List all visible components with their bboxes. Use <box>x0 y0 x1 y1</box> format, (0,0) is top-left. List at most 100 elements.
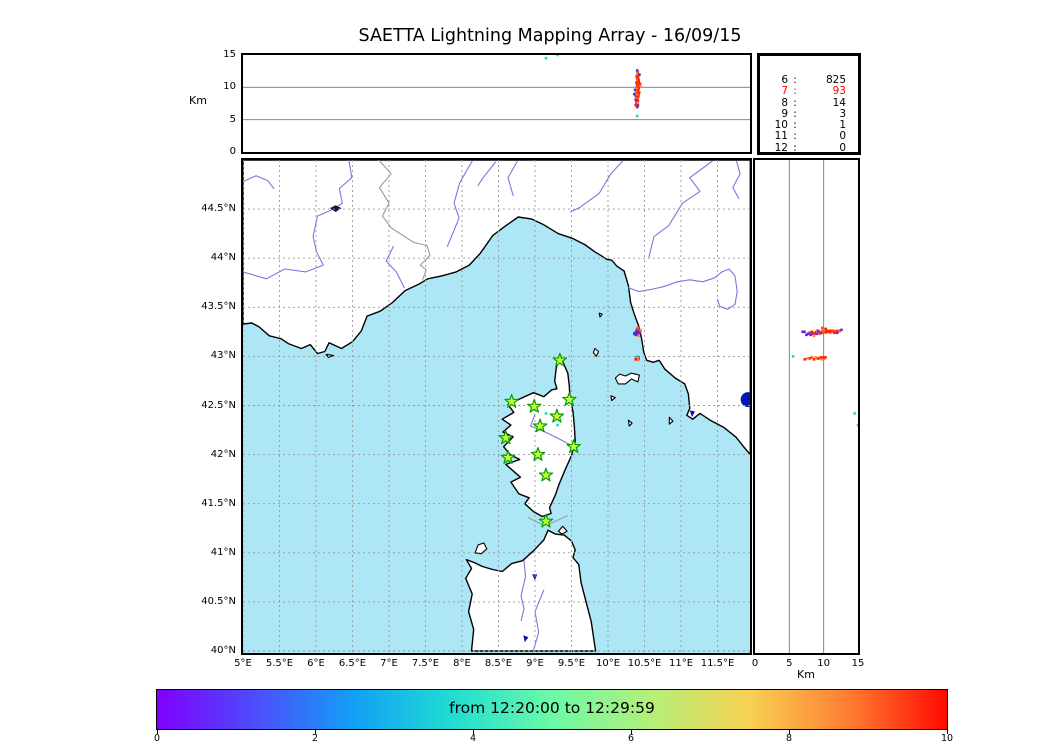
stats-key: 12 <box>774 141 788 154</box>
stats-row: 10: 1 <box>760 119 858 132</box>
lat-tick-label: 42.5°N <box>201 399 236 411</box>
stats-key: 8 <box>781 96 788 109</box>
altitude-tick-label: 0 <box>751 658 759 669</box>
lightning-source-point <box>852 411 856 415</box>
lightning-source-point <box>835 331 838 334</box>
lightning-source-point <box>634 89 638 93</box>
lightning-source-point <box>802 330 806 333</box>
stats-value: 3 <box>839 107 846 120</box>
map-panel <box>240 157 752 655</box>
river <box>242 159 352 279</box>
lightning-source-point <box>809 330 813 333</box>
station-star-marker <box>500 449 515 464</box>
lon-tick-label: 7.5°E <box>411 658 440 669</box>
lightning-source-point <box>635 333 638 336</box>
lightning-source-point <box>856 423 858 426</box>
lightning-source-point <box>635 79 638 82</box>
lightning-source-point <box>544 56 547 59</box>
lightning-source-point <box>834 329 838 332</box>
colorbar-tick <box>315 730 316 734</box>
lightning-source-point <box>808 356 811 360</box>
lightning-source-point <box>632 92 636 95</box>
lon-tick-label: 11°E <box>668 658 694 669</box>
colorbar-tick-label: 6 <box>627 733 635 744</box>
lightning-source-point <box>820 326 824 329</box>
lightning-source-point <box>636 88 639 91</box>
river <box>242 174 274 189</box>
country-border <box>526 516 544 526</box>
lightning-source-point <box>635 93 638 96</box>
lightning-source-point <box>808 333 812 336</box>
station-star-marker <box>498 429 513 444</box>
lightning-source-point <box>636 85 640 89</box>
lightning-source-point <box>635 98 638 102</box>
colorbar-tick-label: 4 <box>469 733 477 744</box>
lightning-source-point <box>636 334 640 337</box>
altitude-latitude-plot <box>754 159 858 653</box>
lightning-source-point <box>829 329 832 332</box>
lightning-source-point <box>823 330 826 333</box>
altitude-longitude-panel <box>240 52 752 154</box>
lon-tick-label: 8.5°E <box>484 658 513 669</box>
station-star-marker <box>538 467 553 481</box>
island-montecristo <box>627 419 633 427</box>
lightning-source-point <box>635 105 638 108</box>
lightning-source-point <box>633 93 637 97</box>
altitude-tick-label: 5 <box>229 113 236 125</box>
country-border <box>545 514 568 526</box>
lightning-source-point <box>820 357 823 361</box>
lightning-source-point <box>636 103 639 107</box>
lightning-source-point <box>544 411 547 415</box>
island-asinara <box>474 541 487 554</box>
altitude-tick-label: 10 <box>817 658 831 669</box>
lightning-source-point <box>803 357 806 361</box>
stats-colon: : <box>793 85 797 98</box>
lightning-source-point <box>823 327 827 330</box>
station-star-marker <box>530 446 545 461</box>
island-capraia <box>592 347 599 357</box>
station-star-marker <box>549 408 564 423</box>
colorbar-tick-label: 2 <box>311 733 319 744</box>
lat-tick-label: 41.5°N <box>201 497 236 509</box>
stats-key: 6 <box>781 74 788 86</box>
colorbar-tick <box>631 730 632 734</box>
island-corsica <box>501 354 576 517</box>
lightning-source-point <box>555 423 559 426</box>
colorbar-tick <box>473 730 474 734</box>
lake <box>522 634 528 642</box>
station-star-marker <box>532 418 547 432</box>
km-axis-label-top: Km <box>189 94 207 107</box>
lon-tick-label: 6.5°E <box>338 658 367 669</box>
map-plot <box>242 159 750 653</box>
lightning-source-point <box>821 355 825 359</box>
island-elba <box>614 372 640 384</box>
lightning-source-point <box>825 330 829 333</box>
stats-value: 1 <box>839 119 846 132</box>
lightning-source-point <box>817 332 821 335</box>
lightning-source-point <box>633 103 637 106</box>
altitude-tick-label: 10 <box>223 81 236 93</box>
lightning-source-point <box>635 114 638 117</box>
station-stats-panel: 6:825 7:93 8:14 9:3 10:1 11:0 12:0 <box>757 53 861 155</box>
river <box>716 267 738 310</box>
island-maddalena <box>557 525 568 535</box>
lightning-source-point <box>810 355 813 359</box>
km-axis-label-right: Km <box>797 668 815 681</box>
river <box>647 159 713 258</box>
lightning-source-point <box>810 332 814 335</box>
lat-tick-label: 44°N <box>210 252 236 264</box>
lat-tick-label: 42°N <box>210 448 236 460</box>
lightning-source-point <box>634 85 638 89</box>
lightning-source-point <box>635 68 638 72</box>
panel-background <box>242 54 750 152</box>
lightning-source-point <box>635 91 638 94</box>
station-star-marker <box>565 438 581 453</box>
stats-colon: : <box>793 119 797 132</box>
lat-tick-label: 40°N <box>210 645 236 656</box>
lake-bolsena <box>740 391 750 407</box>
lightning-source-point <box>804 333 808 336</box>
lightning-source-point <box>800 330 804 333</box>
lat-tick-label: 41°N <box>210 546 236 558</box>
river <box>520 559 526 621</box>
station-stats-rows: 6:825 7:93 8:14 9:3 10:1 11:0 12:0 <box>760 74 858 154</box>
